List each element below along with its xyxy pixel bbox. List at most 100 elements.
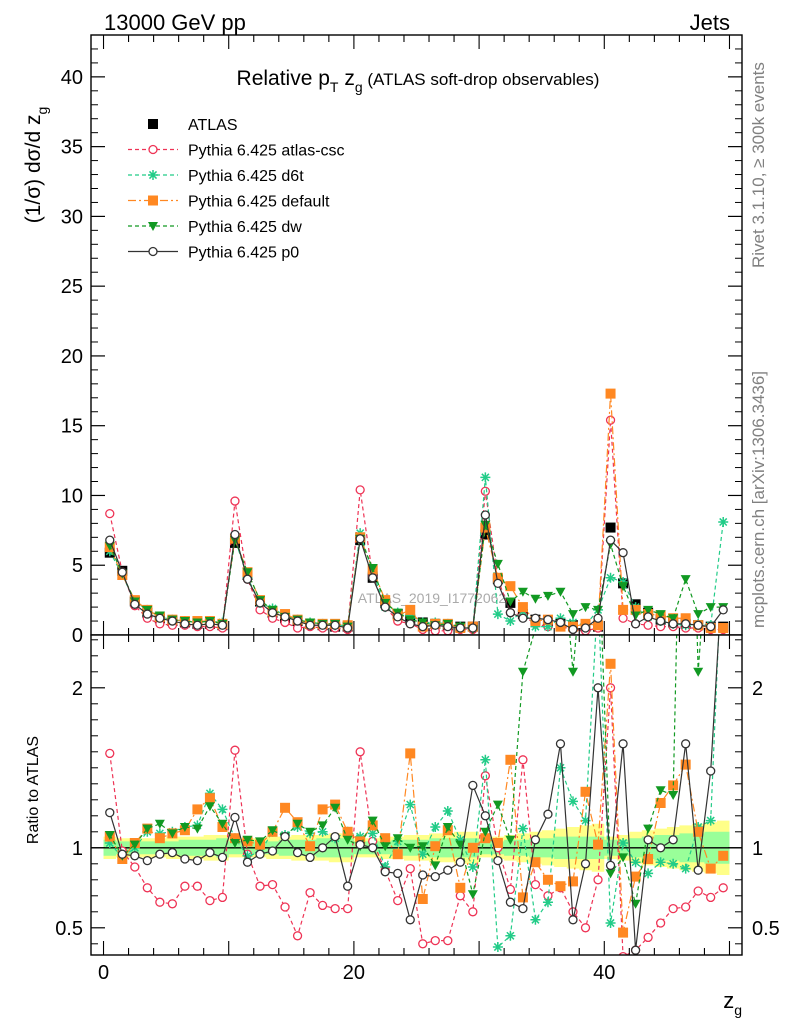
ratio-point (430, 871, 440, 882)
ratio-point (430, 935, 440, 946)
data-point (618, 576, 629, 587)
data-point (130, 599, 140, 609)
ratio-point (280, 802, 291, 813)
data-point (555, 587, 566, 597)
ratio-point (342, 826, 353, 837)
ratio-point (242, 857, 253, 867)
ratio-point (104, 831, 115, 840)
data-point (593, 613, 603, 623)
ratio-point (155, 849, 165, 859)
ratio-point (292, 931, 303, 941)
data-point (492, 609, 503, 620)
legend-marker (148, 144, 158, 155)
ratio-point (330, 903, 340, 914)
ratio-point (192, 881, 203, 891)
ratio-point (255, 837, 266, 847)
ratio-point (179, 823, 190, 832)
ratio-point (505, 835, 516, 845)
ratio-point (580, 923, 591, 933)
y-tick-label: 0 (72, 625, 83, 647)
ratio-point (555, 739, 566, 749)
ratio-point (505, 930, 516, 941)
ratio-point (392, 834, 403, 844)
ratio-point (718, 850, 729, 861)
data-point (668, 614, 679, 624)
ratio-y-tick-label-right: 2 (752, 678, 763, 700)
data-point (655, 616, 666, 626)
ratio-point (180, 854, 190, 864)
data-point (105, 508, 115, 519)
ratio-point (217, 892, 228, 903)
data-point (718, 623, 729, 634)
ratio-point (543, 809, 553, 819)
data-point (530, 594, 541, 604)
ratio-point (129, 840, 140, 850)
ratio-point (142, 883, 152, 893)
ratio-point (680, 759, 691, 770)
ratio-series-layer (104, 635, 729, 955)
ratio-point (480, 833, 491, 844)
data-point (543, 615, 553, 625)
ratio-point (455, 891, 465, 901)
legend-entry: Pythia 6.425 p0 (128, 245, 299, 262)
ratio-point (530, 914, 541, 925)
series-5 (105, 510, 728, 635)
ratio-point (443, 865, 453, 875)
ratio-point (305, 841, 316, 852)
data-point (155, 613, 165, 623)
data-point (480, 529, 491, 540)
x-tick-label: 0 (98, 962, 109, 984)
data-point (518, 613, 528, 623)
legend-label: Pythia 6.425 dw (188, 219, 302, 236)
ratio-point (255, 881, 265, 891)
ratio-point (593, 875, 603, 885)
data-point (630, 611, 641, 621)
ratio-bands (91, 820, 742, 875)
ratio-point (643, 835, 653, 845)
ratio-point (217, 852, 228, 863)
ratio-point (542, 874, 553, 885)
data-point (393, 612, 403, 622)
ratio-point (593, 683, 603, 693)
ratio-point (693, 865, 703, 875)
ratio-point (330, 831, 340, 842)
ratio-point (417, 894, 428, 904)
legend-label: Pythia 6.425 p0 (188, 245, 299, 262)
ratio-point (267, 879, 278, 890)
mcplots-label: mcplots.cern.ch [arXiv:1306.3436] (749, 371, 768, 628)
data-point (593, 605, 604, 615)
data-point (230, 529, 240, 540)
ratio-panel-background (91, 635, 742, 955)
ratio-point (380, 842, 391, 852)
data-point (706, 621, 716, 632)
header-right: Jets (690, 10, 730, 35)
data-point (205, 619, 215, 629)
data-point (693, 610, 704, 620)
ratio-point (455, 882, 466, 893)
ratio-point (492, 838, 503, 848)
ratio-point (668, 835, 678, 845)
ratio-point (468, 907, 478, 917)
legend-label: Pythia 6.425 default (188, 194, 330, 211)
data-point (605, 415, 616, 425)
ratio-point (167, 829, 178, 839)
ratio-y-tick-label-right: 0.5 (752, 918, 780, 940)
ratio-point (242, 850, 253, 861)
data-point (317, 620, 328, 630)
ratio-point (705, 815, 716, 826)
ratio-point (229, 833, 240, 844)
legend-label: Pythia 6.425 atlas-csc (188, 143, 345, 160)
ratio-point (580, 815, 591, 826)
ratio-point (167, 847, 178, 858)
ratio-point (267, 846, 278, 856)
ratio-point (367, 828, 378, 839)
data-point (542, 621, 553, 632)
ratio-point (130, 862, 140, 872)
ratio-point (380, 833, 391, 844)
data-point (180, 619, 190, 629)
ratio-point (105, 807, 115, 818)
data-point (405, 619, 415, 629)
ratio-point (493, 855, 503, 866)
data-point (342, 623, 353, 633)
ratio-point (430, 822, 441, 832)
